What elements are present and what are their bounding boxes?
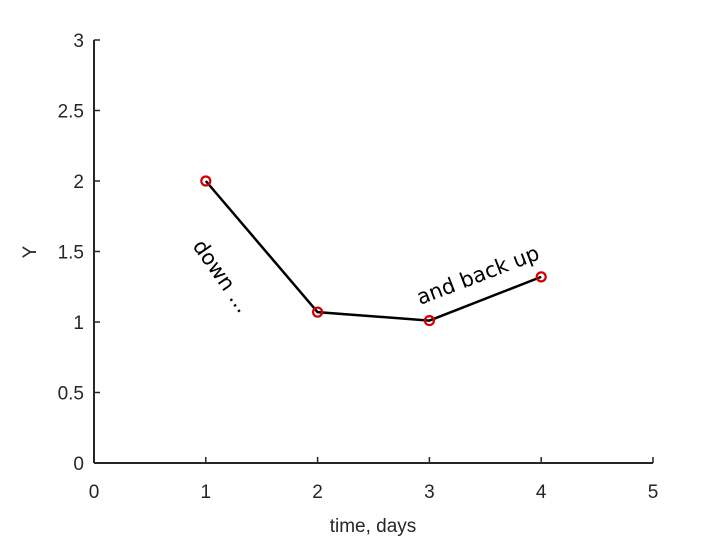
annotation: and back up: [413, 241, 542, 310]
x-axis-label: time, days: [330, 516, 417, 537]
y-tick-label: 0.5: [58, 384, 84, 405]
y-tick-label: 2.5: [58, 102, 84, 123]
y-tick-label: 2: [73, 172, 84, 193]
marker: [312, 306, 324, 318]
y-tick-label: 3: [73, 31, 84, 52]
y-axis-label: Y: [20, 245, 41, 258]
x-tick-label: 3: [424, 482, 435, 503]
y-tick-label: 0: [73, 454, 84, 475]
x-tick-label: 0: [89, 482, 100, 503]
x-tick-label: 4: [536, 482, 547, 503]
marker: [535, 271, 547, 283]
marker: [423, 314, 435, 327]
marker: [200, 175, 212, 187]
y-tick-label: 1: [73, 313, 84, 334]
x-tick-label: 2: [312, 482, 323, 503]
x-tick-label: 5: [648, 482, 659, 503]
x-tick-label: 1: [201, 482, 212, 503]
annotation: down ...: [188, 235, 255, 317]
line: [204, 180, 542, 322]
y-tick-label: 1.5: [58, 243, 84, 264]
